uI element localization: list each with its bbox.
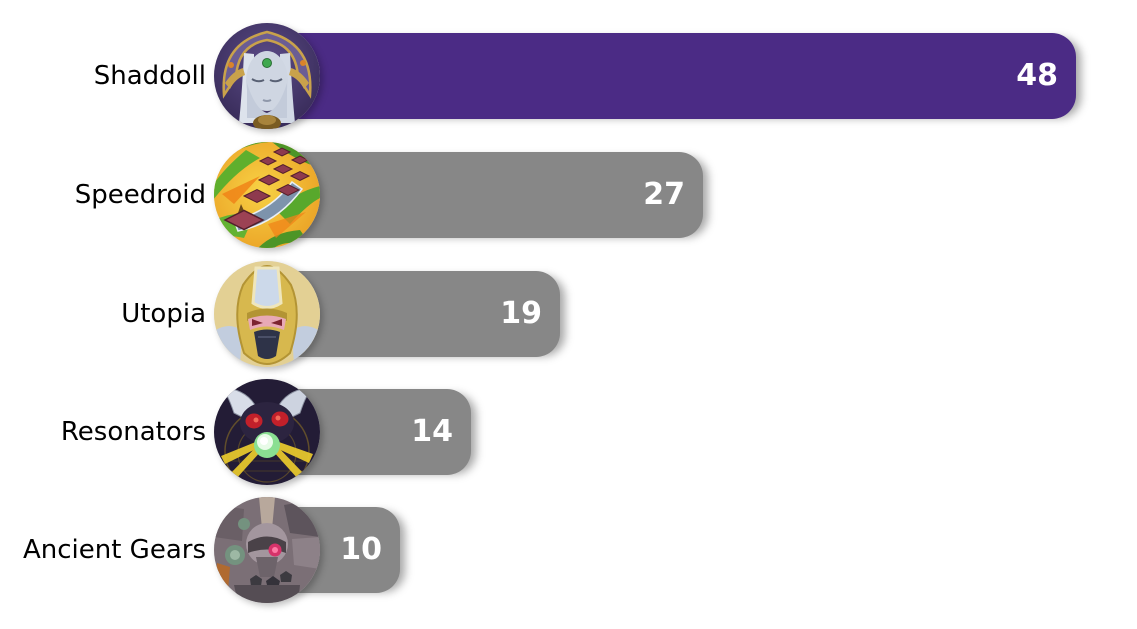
category-label-ancient-gears: Ancient Gears: [22, 535, 206, 565]
bar-row-ancient-gears: Ancient Gears 10: [0, 497, 1137, 603]
bar-value-label: 10: [340, 532, 382, 567]
bar-row-shaddoll: Shaddoll 48: [0, 23, 1137, 129]
bar-value-label: 14: [411, 414, 453, 449]
ancient-gears-avatar-icon: [214, 497, 320, 603]
shaddoll-avatar-icon: [214, 23, 320, 129]
bar-value-label: 27: [643, 177, 685, 212]
category-label-shaddoll: Shaddoll: [93, 61, 206, 91]
utopia-avatar-icon: [214, 261, 320, 367]
bar-row-resonators: Resonators 14: [0, 379, 1137, 485]
category-label-speedroid: Speedroid: [74, 180, 206, 210]
bar-value-label: 19: [500, 296, 542, 331]
bar-shaddoll[interactable]: 48: [222, 33, 1076, 119]
bar-row-utopia: Utopia 19: [0, 261, 1137, 367]
bar-row-speedroid: Speedroid 27: [0, 142, 1137, 248]
bar-value-label: 48: [1016, 58, 1058, 93]
resonators-avatar-icon: [214, 379, 320, 485]
category-label-resonators: Resonators: [60, 417, 206, 447]
speedroid-avatar-icon: [214, 142, 320, 248]
category-label-utopia: Utopia: [121, 299, 206, 329]
